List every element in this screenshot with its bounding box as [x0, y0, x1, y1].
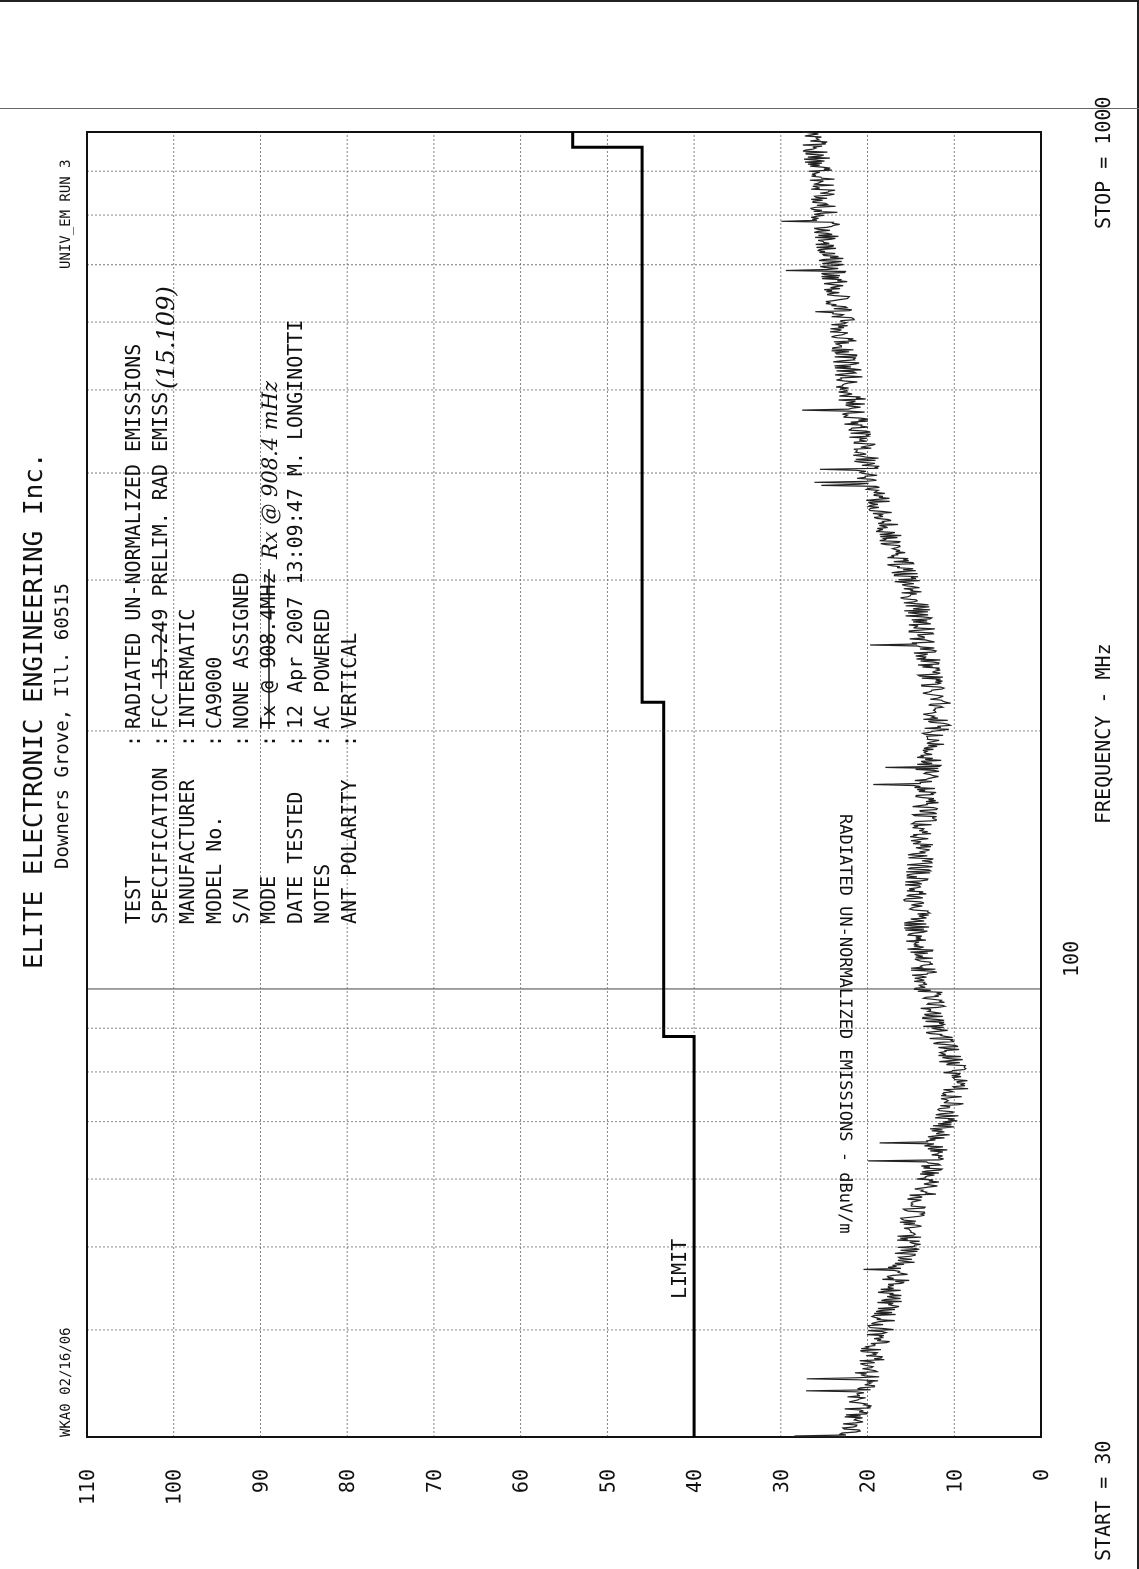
frame-right-border	[1137, 0, 1139, 1569]
header-right-code: UNIV_EM RUN 3	[58, 159, 74, 269]
info-colon: :	[229, 735, 253, 747]
info-colon: :	[256, 735, 280, 747]
info-label: S/N	[229, 888, 253, 924]
limit-line	[571, 132, 696, 1437]
x-stop-label: STOP = 1000	[1091, 97, 1115, 229]
y-tick-label: 20	[856, 1469, 880, 1493]
info-row: SPECIFICATION : FCC 15.249 PRELIM. RAD E…	[148, 286, 180, 924]
y-tick-label: 50	[595, 1469, 619, 1493]
info-label: SPECIFICATION	[148, 767, 172, 924]
info-value: FCC 15.249 PRELIM. RAD EMISS	[148, 392, 172, 729]
info-label: MODEL No.	[202, 816, 226, 924]
info-row: MODE : Tx @ 908.4MHz Rx @ 908.4 mHz	[256, 380, 282, 924]
info-value: VERTICAL	[337, 633, 361, 729]
handwritten-mode-note: Rx @ 908.4 mHz	[258, 380, 282, 560]
x-mid-label: 100	[1059, 941, 1083, 977]
info-row: MODEL No. : CA9000	[202, 657, 226, 924]
grid-lines	[86, 132, 1042, 1437]
info-row: S/N : NONE ASSIGNED	[229, 572, 253, 924]
y-tick-label: 60	[509, 1469, 533, 1493]
y-tick-label: 80	[335, 1469, 359, 1493]
plot-frame	[86, 131, 1042, 1438]
info-row: DATE TESTED : 12 Apr 2007 13:09:47 M. LO…	[283, 320, 307, 924]
limit-label: LIMIT	[667, 1239, 691, 1299]
info-colon: :	[310, 735, 334, 747]
header-title: ELITE ELECTRONIC ENGINEERING Inc.	[19, 452, 49, 969]
y-tick-label: 10	[942, 1469, 966, 1493]
info-row: NOTES : AC POWERED	[310, 609, 334, 924]
info-block: TEST : RADIATED UN-NORMALIZED EMISSIONS …	[121, 286, 361, 924]
info-row: ANT POLARITY : VERTICAL	[337, 633, 361, 924]
info-colon: :	[148, 735, 172, 747]
info-colon: :	[175, 735, 199, 747]
info-value: 12 Apr 2007 13:09:47 M. LONGINOTTI	[283, 320, 307, 729]
info-row: TEST : RADIATED UN-NORMALIZED EMISSIONS	[121, 344, 145, 924]
info-label: ANT POLARITY	[337, 780, 361, 925]
info-row: MANUFACTURER : INTERMATIC	[175, 609, 199, 924]
info-label: MODE	[256, 876, 280, 924]
info-label: MANUFACTURER	[175, 779, 199, 924]
info-value: NONE ASSIGNED	[229, 572, 253, 729]
frame-top-border	[0, 0, 1139, 2]
x-axis-title: FREQUENCY - MHz	[1091, 643, 1115, 824]
info-value: INTERMATIC	[175, 609, 199, 729]
x-start-label: START = 30	[1091, 1441, 1115, 1561]
info-colon: :	[202, 735, 226, 747]
y-tick-label: 40	[682, 1469, 706, 1493]
info-value: RADIATED UN-NORMALIZED EMISSIONS	[121, 344, 145, 729]
info-colon: :	[121, 735, 145, 747]
y-tick-label: 100	[162, 1469, 186, 1505]
info-value: AC POWERED	[310, 609, 334, 729]
frame-rule	[0, 108, 1139, 109]
y-tick-label: 30	[769, 1469, 793, 1493]
info-colon: :	[283, 735, 307, 747]
header-subtitle: Downers Grove, Ill. 60515	[51, 583, 73, 869]
header-left-code: WKA0 02/16/06	[58, 1327, 74, 1437]
info-label: NOTES	[310, 864, 334, 924]
y-tick-label: 110	[75, 1469, 99, 1505]
y-tick-label: 0	[1029, 1469, 1053, 1481]
info-value: Tx @ 908.4MHz	[256, 572, 280, 729]
info-colon: :	[337, 735, 361, 747]
y-tick-label: 90	[248, 1469, 272, 1493]
y-axis-title: RADIATED UN-NORMALIZED EMISSIONS - dBuV/…	[835, 814, 855, 1234]
handwritten-spec-note: (15.109)	[152, 286, 180, 389]
y-tick-label: 70	[422, 1469, 446, 1493]
y-tick-labels: 0 10 20 30 40 50 60 70 80 90 100 110	[75, 1469, 1053, 1505]
emission-trace	[781, 131, 969, 1438]
info-label: DATE TESTED	[283, 792, 307, 924]
info-value: CA9000	[202, 657, 226, 729]
info-label: TEST	[121, 876, 145, 924]
